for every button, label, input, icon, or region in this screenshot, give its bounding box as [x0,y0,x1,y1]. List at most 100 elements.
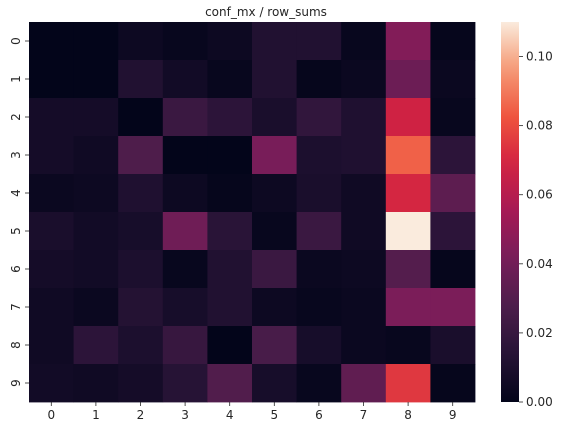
heatmap-cell [29,212,74,251]
y-tick-label: 1 [9,75,23,83]
heatmap-cell [296,60,342,99]
heatmap-cell [430,98,476,137]
heatmap-cell [430,288,476,327]
y-tick-label: 4 [9,189,23,197]
heatmap-cell [296,326,342,365]
x-tick-label: 7 [360,408,368,422]
heatmap-cell [73,250,119,289]
heatmap-cell [207,98,253,137]
x-tick-label: 5 [270,408,278,422]
heatmap-cell [252,98,297,137]
heatmap-cell [385,98,431,137]
heatmap-cell [29,250,74,289]
heatmap-cell [296,364,342,403]
heatmap-cell [385,22,431,61]
y-tick-label: 9 [9,379,23,387]
heatmap-cell [385,364,431,403]
heatmap-cell [162,250,208,289]
heatmap-cell [29,60,74,99]
colorbar: 0.00 0.02 0.04 0.06 0.08 0.10 [501,22,553,409]
heatmap-cell [385,136,431,175]
heatmap-cell [385,326,431,365]
heatmap-cell [207,364,253,403]
heatmap-cell [252,250,297,289]
heatmap-cell [29,174,74,213]
heatmap-cell [430,212,476,251]
heatmap-cell [162,60,208,99]
heatmap-cells [29,22,476,403]
heatmap-cell [207,22,253,61]
heatmap-cell [252,364,297,403]
colorbar-tick-label: 0.04 [526,257,553,271]
heatmap-cell [29,364,74,403]
colorbar-tick-label: 0.02 [526,326,553,340]
heatmap-cell [252,288,297,327]
heatmap-cell [73,98,119,137]
heatmap-cell [341,326,387,365]
heatmap-cell [341,250,387,289]
heatmap-cell [207,174,253,213]
x-axis: 0 1 2 3 4 5 6 7 8 9 [47,402,457,422]
x-tick-label: 0 [47,408,55,422]
colorbar-tick-label: 0.06 [526,188,553,202]
x-tick-label: 2 [137,408,145,422]
heatmap-cell [207,288,253,327]
x-tick-label: 1 [92,408,100,422]
heatmap-cell [341,364,387,403]
heatmap-cell [162,22,208,61]
x-tick-label: 8 [404,408,412,422]
y-tick-label: 5 [9,227,23,235]
heatmap-cell [296,250,342,289]
heatmap-cell [73,212,119,251]
heatmap-cell [207,326,253,365]
colorbar-tick-label: 0.10 [526,50,553,64]
heatmap-cell [207,136,253,175]
y-tick-label: 6 [9,265,23,273]
heatmap-cell [296,212,342,251]
heatmap-cell [430,250,476,289]
heatmap-cell [385,60,431,99]
heatmap-cell [162,136,208,175]
heatmap-cell [207,60,253,99]
heatmap-cell [29,288,74,327]
heatmap-cell [29,98,74,137]
heatmap-cell [385,212,431,251]
x-tick-label: 6 [315,408,323,422]
heatmap-cell [29,326,74,365]
x-tick-label: 4 [226,408,234,422]
heatmap-cell [430,136,476,175]
chart-title: conf_mx / row_sums [205,5,327,19]
colorbar-tick-label: 0.00 [526,395,553,409]
heatmap-cell [430,22,476,61]
heatmap-cell [252,326,297,365]
heatmap-cell [118,250,164,289]
heatmap-cell [73,136,119,175]
heatmap-cell [430,326,476,365]
heatmap-cell [252,174,297,213]
heatmap-cell [341,212,387,251]
heatmap-cell [118,212,164,251]
y-axis: 0 1 2 3 4 5 6 7 8 9 [9,37,29,387]
x-tick-label: 9 [449,408,457,422]
heatmap-cell [162,288,208,327]
heatmap-cell [296,174,342,213]
heatmap-cell [73,288,119,327]
heatmap-cell [296,288,342,327]
heatmap-cell [162,364,208,403]
heatmap-cell [118,326,164,365]
heatmap-cell [162,212,208,251]
y-tick-label: 7 [9,303,23,311]
y-tick-label: 0 [9,37,23,45]
heatmap-cell [118,22,164,61]
heatmap-cell [430,364,476,403]
heatmap-cell [207,250,253,289]
heatmap-cell [430,174,476,213]
heatmap-cell [296,98,342,137]
y-tick-label: 2 [9,113,23,121]
heatmap-cell [296,22,342,61]
heatmap-cell [118,60,164,99]
heatmap-cell [296,136,342,175]
heatmap-cell [341,60,387,99]
heatmap-cell [118,136,164,175]
heatmap-cell [341,288,387,327]
